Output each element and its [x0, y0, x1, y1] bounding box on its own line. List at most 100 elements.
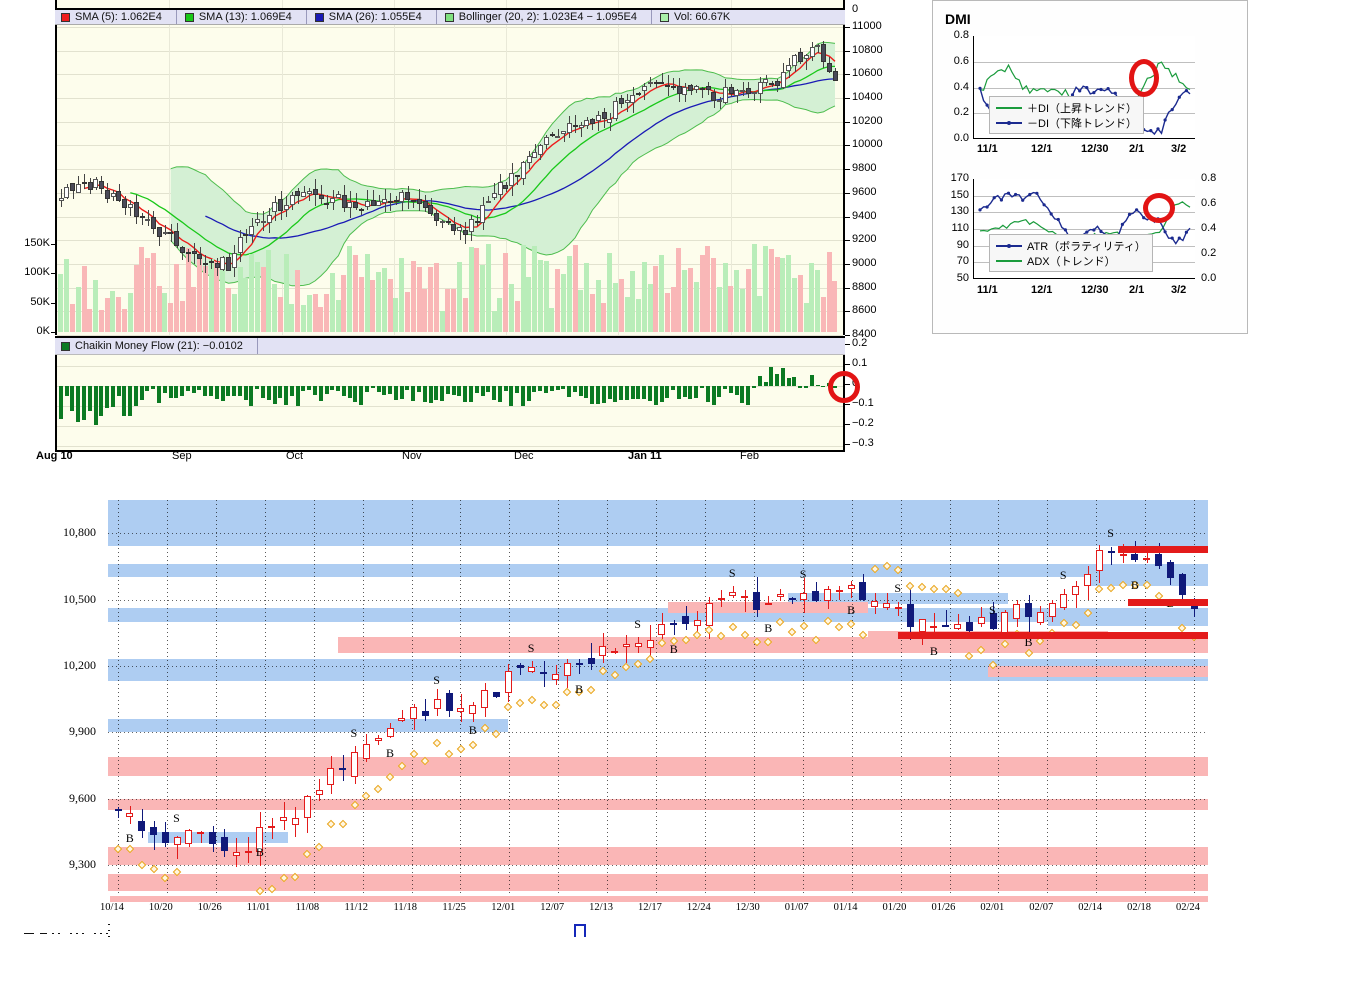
- buy-sell-marker: B: [1024, 635, 1033, 650]
- buy-sell-marker: S: [433, 672, 440, 687]
- candle-body: [587, 657, 595, 664]
- volume-tick-label: 50K: [30, 295, 50, 308]
- parabolic-date-label: 11/08: [295, 902, 320, 913]
- dmi-indicator-panel[interactable]: DMI 0.8 0.6 0.4 0.2 0.0 11/1 12/1 12/30 2/1 3/2 …: [932, 0, 1248, 334]
- cmf-bar: [671, 386, 676, 391]
- candle-body: [387, 201, 393, 204]
- cmf-bar: [567, 386, 572, 397]
- candle-body: [646, 639, 654, 649]
- candle-body: [139, 216, 145, 219]
- parabolic-plot-area[interactable]: BSBSBSBSBSBSBSBSBSBSSBB: [108, 500, 1208, 898]
- sar-dot: [456, 744, 466, 754]
- axis-dash-segment: [76, 933, 78, 934]
- candle-body: [433, 698, 441, 710]
- volume-bar: [185, 248, 191, 332]
- legend-item[interactable]: Bollinger (20, 2): 1.023E4 − 1.095E4: [444, 11, 637, 23]
- legend-divider: [651, 10, 652, 24]
- candle-wick: [355, 192, 357, 210]
- cmf-bar: [486, 386, 491, 392]
- volume-bar: [526, 277, 532, 332]
- cmf-bar: [70, 386, 75, 411]
- candle-body: [740, 90, 746, 93]
- candle-body: [1084, 574, 1092, 587]
- cmf-bar: [780, 368, 785, 386]
- candle-wick: [531, 660, 533, 674]
- atr-point: [1021, 198, 1025, 202]
- cmf-bar: [786, 378, 791, 386]
- indicator-legend-bar[interactable]: SMA (5): 1.062E4 SMA (13): 1.069E4 SMA (26…: [55, 8, 845, 25]
- volume-bar: [87, 309, 93, 332]
- volume-bar: [191, 286, 197, 332]
- price-zone-band: [108, 608, 1208, 622]
- price-plot-area[interactable]: [55, 0, 845, 336]
- candle-body: [237, 237, 243, 254]
- legend-swatch: [660, 12, 669, 22]
- parabolic-date-label: 01/26: [931, 902, 956, 913]
- parabolic-gridline-v: [656, 500, 657, 898]
- candle-body: [636, 92, 642, 95]
- volume-bar: [624, 296, 630, 332]
- candle-body: [353, 202, 359, 209]
- cmf-bar: [301, 386, 306, 391]
- candle-wick: [153, 821, 155, 851]
- candle-body: [272, 201, 278, 213]
- dmi-point: [1099, 87, 1103, 92]
- legend-item[interactable]: SMA (13): 1.069E4: [184, 11, 292, 23]
- axis-dot: [108, 936, 110, 937]
- cmf-bar: [411, 386, 416, 402]
- legend-item[interactable]: Chaikin Money Flow (21): −0.0102: [61, 340, 243, 352]
- cmf-bar: [324, 386, 329, 394]
- legend-item[interactable]: SMA (5): 1.062E4: [61, 11, 162, 23]
- parabolic-date-label: 12/17: [638, 902, 662, 913]
- candle-body: [491, 193, 497, 198]
- gap-reference-line: [898, 631, 1208, 639]
- volume-bar: [826, 252, 832, 332]
- atr-date-label: 2/1: [1129, 284, 1145, 296]
- cmf-bar: [515, 386, 520, 393]
- parabolic-date-label: 01/20: [882, 902, 907, 913]
- chaikin-money-flow-plot-area[interactable]: [55, 336, 845, 452]
- parabolic-gridline-v: [1047, 500, 1049, 898]
- volume-bar: [168, 302, 174, 332]
- atr-point: [978, 208, 982, 212]
- cmf-tick-label: −0.1: [852, 397, 874, 409]
- volume-bar: [335, 299, 341, 332]
- cmf-legend-bar[interactable]: Chaikin Money Flow (21): −0.0102: [55, 338, 845, 355]
- cmf-bar: [676, 386, 681, 399]
- candle-body: [497, 181, 503, 195]
- parabolic-sar-chart[interactable]: BSBSBSBSBSBSBSBSBSBSSBB 10,80010,50010,2…: [0, 478, 1370, 1002]
- volume-bar: [566, 255, 572, 332]
- atr-tick-label-left: 90: [956, 238, 969, 251]
- volume-bar: [272, 284, 278, 332]
- volume-bar: [254, 262, 260, 332]
- candle-wick: [413, 199, 415, 208]
- candle-body: [780, 72, 786, 88]
- candle-wick: [476, 215, 478, 226]
- cmf-bar: [422, 386, 427, 402]
- price-tick-label: 9000: [852, 256, 877, 269]
- volume-tick-mark: [51, 302, 56, 304]
- dmi-legend-label: －DI（下降トレンド）: [1027, 117, 1137, 130]
- parabolic-date-label: 02/24: [1176, 902, 1200, 913]
- dmi-point: [1149, 129, 1153, 133]
- price-gridline: [57, 145, 843, 147]
- atr-tick-label-left: 110: [951, 222, 969, 234]
- price-tick-mark: [845, 240, 850, 242]
- candle-body: [711, 91, 717, 101]
- main-price-chart[interactable]: SMA (5): 1.062E4 SMA (13): 1.069E4 SMA (26…: [0, 0, 900, 472]
- cmf-gridline: [57, 446, 843, 447]
- legend-item[interactable]: Vol: 60.67K: [660, 11, 730, 23]
- candle-wick: [442, 219, 444, 229]
- timeline-cursor-marker[interactable]: [574, 924, 586, 937]
- cmf-bar: [445, 386, 450, 395]
- candle-body: [543, 136, 549, 145]
- atr-tick-label-left: 150: [950, 188, 969, 201]
- atr-point: [992, 196, 996, 200]
- buy-sell-marker: B: [468, 722, 477, 737]
- candle-body: [1155, 553, 1162, 566]
- buy-sell-marker: B: [125, 831, 134, 846]
- candle-body: [197, 831, 205, 834]
- candle-body: [601, 112, 607, 120]
- legend-item[interactable]: SMA (26): 1.055E4: [314, 11, 422, 23]
- volume-bar: [225, 288, 231, 332]
